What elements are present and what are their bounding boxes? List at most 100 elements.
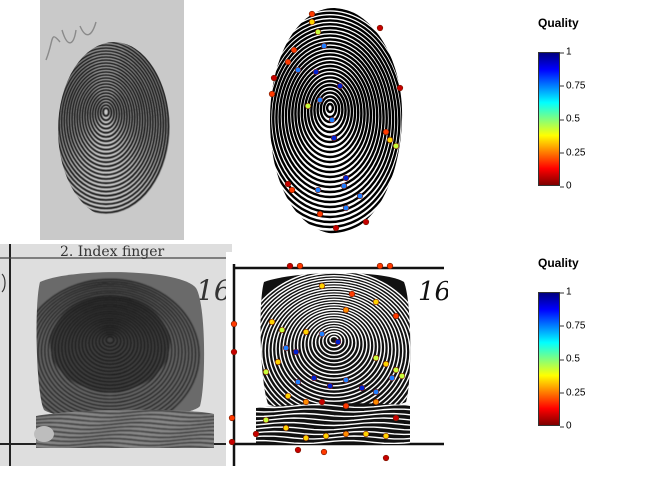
minutia-marker bbox=[290, 46, 298, 54]
minutia-marker bbox=[342, 306, 350, 314]
colorbar-tick-label: 0.75 bbox=[559, 80, 586, 91]
minutia-marker bbox=[376, 262, 384, 270]
minutia-marker bbox=[268, 90, 276, 98]
colorbar-title: Quality bbox=[538, 256, 579, 270]
minutia-marker bbox=[372, 298, 380, 306]
minutia-marker bbox=[320, 448, 328, 456]
minutia-marker bbox=[342, 430, 350, 438]
minutia-marker bbox=[326, 382, 334, 390]
minutia-marker bbox=[358, 384, 366, 392]
minutia-marker bbox=[320, 42, 328, 50]
minutia-marker bbox=[362, 430, 370, 438]
minutia-marker bbox=[314, 186, 322, 194]
minutia-marker bbox=[296, 262, 304, 270]
minutia-marker bbox=[332, 224, 340, 232]
minutia-marker bbox=[372, 354, 380, 362]
finger-name-label: 2. Index finger bbox=[60, 244, 165, 260]
colorbar-tick-label: 0.5 bbox=[560, 353, 580, 365]
minutia-marker bbox=[286, 262, 294, 270]
minutia-marker bbox=[386, 136, 394, 144]
minutia-marker bbox=[318, 282, 326, 290]
minutia-marker bbox=[318, 330, 326, 338]
minutia-marker bbox=[328, 116, 336, 124]
colorbar-tick-label: 1 bbox=[560, 286, 572, 298]
minutia-marker bbox=[342, 376, 350, 384]
minutia-marker bbox=[262, 368, 270, 376]
minutia-marker bbox=[274, 358, 282, 366]
minutia-marker bbox=[376, 24, 384, 32]
minutiae-markers bbox=[268, 10, 404, 232]
minutia-marker bbox=[340, 182, 348, 190]
minutia-marker bbox=[294, 378, 302, 386]
colorbar-tick-label: 0.5 bbox=[560, 113, 580, 125]
minutia-marker bbox=[294, 446, 302, 454]
minutia-marker bbox=[392, 142, 400, 150]
minutia-marker bbox=[308, 10, 316, 18]
minutia-marker bbox=[302, 328, 310, 336]
ridge-pattern bbox=[58, 42, 170, 214]
ridge-pattern bbox=[270, 8, 403, 234]
colorbar-tick-label: 1 bbox=[560, 46, 572, 58]
minutia-marker bbox=[392, 366, 400, 374]
minutia-marker bbox=[230, 320, 238, 328]
minutia-marker bbox=[316, 210, 324, 218]
minutia-marker bbox=[302, 434, 310, 442]
enhanced-fingerprint-top bbox=[262, 0, 412, 242]
colorbar-gradient bbox=[538, 52, 560, 186]
minutia-marker bbox=[288, 186, 296, 194]
raw-fingerprint-card: 2. Index finger 16 bbox=[0, 244, 232, 466]
minutia-marker bbox=[392, 312, 400, 320]
minutiae-markers bbox=[228, 262, 406, 462]
minutia-marker bbox=[282, 344, 290, 352]
minutia-marker bbox=[316, 96, 324, 104]
minutia-marker bbox=[392, 414, 400, 422]
minutia-marker bbox=[228, 438, 236, 446]
minutia-marker bbox=[336, 82, 344, 90]
colorbar-tick-label: 0.25 bbox=[559, 147, 586, 158]
minutia-marker bbox=[348, 290, 356, 298]
minutia-marker bbox=[382, 360, 390, 368]
minutia-marker bbox=[294, 66, 302, 74]
finger-number-label: 16 bbox=[196, 274, 232, 307]
minutia-marker bbox=[314, 28, 322, 36]
minutia-marker bbox=[362, 218, 370, 226]
minutia-marker bbox=[304, 102, 312, 110]
minutia-marker bbox=[292, 348, 300, 356]
colorbar-tick-label: 0 bbox=[560, 180, 572, 192]
minutia-marker bbox=[342, 204, 350, 212]
minutia-marker bbox=[334, 338, 342, 346]
minutia-marker bbox=[278, 326, 286, 334]
minutia-marker bbox=[372, 398, 380, 406]
minutia-marker bbox=[282, 424, 290, 432]
minutia-marker bbox=[356, 192, 364, 200]
minutia-marker bbox=[396, 84, 404, 92]
minutia-marker bbox=[382, 128, 390, 136]
minutia-marker bbox=[262, 416, 270, 424]
colorbar-gradient bbox=[538, 292, 560, 426]
minutia-marker bbox=[330, 134, 338, 142]
minutia-marker bbox=[284, 180, 292, 188]
minutia-marker bbox=[322, 432, 330, 440]
minutia-marker bbox=[268, 318, 276, 326]
finger-number-label: 16 bbox=[418, 277, 448, 307]
colorbar-tick-label: 0 bbox=[560, 420, 572, 432]
raw-fingerprint-top bbox=[40, 0, 184, 240]
minutia-marker bbox=[228, 414, 236, 422]
minutia-marker bbox=[388, 374, 396, 382]
colorbar-title: Quality bbox=[538, 16, 579, 30]
minutia-marker bbox=[318, 398, 326, 406]
minutia-marker bbox=[372, 388, 380, 396]
minutia-marker bbox=[270, 74, 278, 82]
minutia-marker bbox=[382, 432, 390, 440]
minutia-marker bbox=[342, 174, 350, 182]
minutia-marker bbox=[310, 374, 318, 382]
minutia-marker bbox=[284, 392, 292, 400]
enhanced-fingerprint-card: 16 bbox=[226, 252, 448, 466]
minutia-marker bbox=[284, 58, 292, 66]
minutia-marker bbox=[382, 454, 390, 462]
minutia-marker bbox=[386, 262, 394, 270]
minutia-marker bbox=[308, 18, 316, 26]
quality-colorbar-top: Quality 1 0.75 0.5 0.25 0 bbox=[538, 16, 658, 192]
minutia-marker bbox=[342, 402, 350, 410]
minutia-marker bbox=[252, 430, 260, 438]
